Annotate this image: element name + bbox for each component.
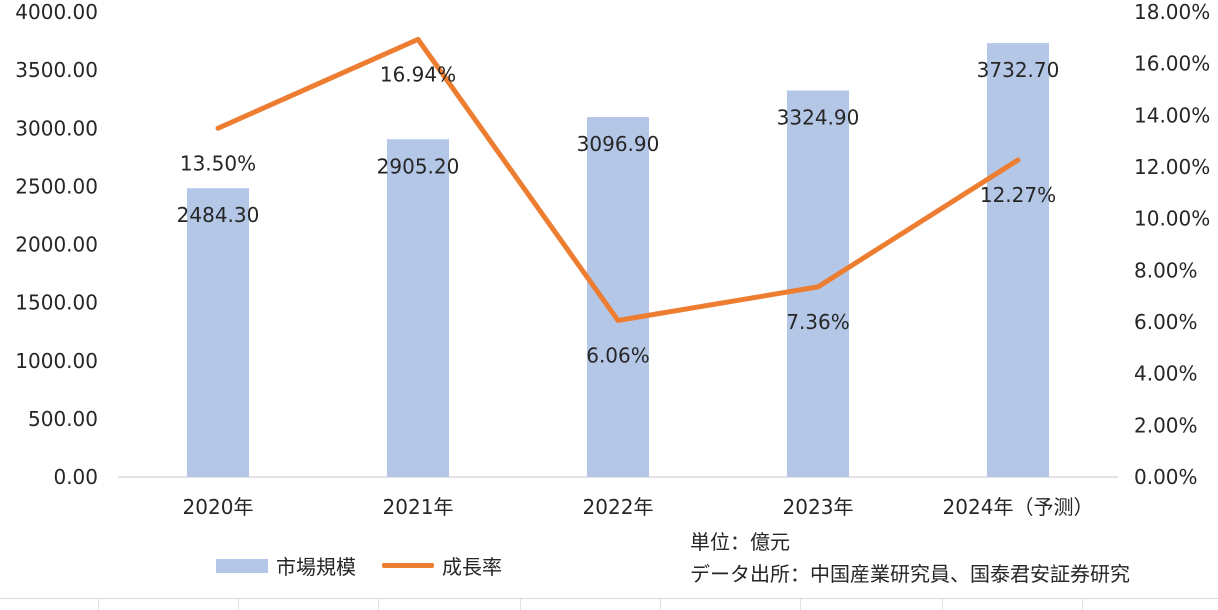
bar <box>587 116 649 477</box>
left-axis-tick-label: 2000.00 <box>15 233 98 257</box>
bar <box>787 90 849 477</box>
bar-data-labels: 2484.30 2905.20 3096.90 3324.90 3732.70 <box>177 58 1060 227</box>
bar <box>987 43 1049 478</box>
bar-data-label: 2484.30 <box>177 203 260 227</box>
left-axis-tick-label: 500.00 <box>28 407 98 431</box>
combo-chart: 0.00 500.00 1000.00 1500.00 2000.00 2500.00 30… <box>15 0 1210 519</box>
category-label: 2023年 <box>783 495 854 519</box>
bar-data-label: 2905.20 <box>377 154 460 178</box>
growth-rate-line <box>215 36 1021 323</box>
left-axis-tick-label: 3000.00 <box>15 116 98 140</box>
bar <box>387 139 449 477</box>
left-axis-tick-label: 3500.00 <box>15 58 98 82</box>
right-axis-tick-label: 6.00% <box>1134 310 1198 334</box>
left-axis-tick-label: 1500.00 <box>15 291 98 315</box>
category-label: 2021年 <box>383 495 454 519</box>
line-series <box>215 36 1021 323</box>
right-axis-tick-label: 8.00% <box>1134 258 1198 282</box>
category-label: 2024年（予测） <box>943 495 1094 519</box>
left-axis-tick-label: 0.00 <box>53 465 98 489</box>
category-labels: 2020年 2021年 2022年 2023年 2024年（予测） <box>183 495 1094 519</box>
bar-data-label: 3096.90 <box>577 132 660 156</box>
right-axis-tick-label: 14.00% <box>1134 103 1210 127</box>
right-axis-tick-label: 16.00% <box>1134 52 1210 76</box>
bar <box>187 188 249 477</box>
bar-data-label: 3732.70 <box>977 58 1060 82</box>
bottom-divider <box>0 598 1218 610</box>
legend: 市場規模 成長率 <box>216 551 528 580</box>
line-data-label: 13.50% <box>180 151 256 175</box>
legend-bar-swatch <box>216 558 268 573</box>
left-axis-tick-label: 1000.00 <box>15 349 98 373</box>
legend-item-growth-rate: 成長率 <box>382 551 502 580</box>
right-axis-tick-label: 10.00% <box>1134 207 1210 231</box>
line-data-label: 16.94% <box>380 62 456 86</box>
left-axis: 0.00 500.00 1000.00 1500.00 2000.00 2500.00 30… <box>15 0 98 489</box>
category-label: 2022年 <box>583 495 654 519</box>
legend-item-market-size: 市場規模 <box>216 551 356 580</box>
right-axis-tick-label: 2.00% <box>1134 413 1198 437</box>
right-axis-tick-label: 18.00% <box>1134 0 1210 24</box>
line-data-label: 12.27% <box>980 183 1056 207</box>
unit-note: 単位：億元 <box>690 530 790 554</box>
left-axis-tick-label: 4000.00 <box>15 0 98 24</box>
right-axis: 0.00% 2.00% 4.00% 6.00% 8.00% 10.00% 12.00% 14.… <box>1134 0 1210 489</box>
line-data-label: 6.06% <box>586 343 650 367</box>
bar-series <box>187 43 1049 478</box>
legend-label-growth-rate: 成長率 <box>442 555 502 579</box>
line-data-label: 7.36% <box>786 310 850 334</box>
right-axis-tick-label: 12.00% <box>1134 155 1210 179</box>
category-label: 2020年 <box>183 495 254 519</box>
right-axis-tick-label: 0.00% <box>1134 465 1198 489</box>
bar-data-label: 3324.90 <box>777 105 860 129</box>
source-note: データ出所：中国産業研究員、国泰君安証券研究 <box>690 562 1130 586</box>
line-data-labels: 13.50% 16.94% 6.06% 7.36% 12.27% <box>180 62 1056 367</box>
legend-line-swatch <box>382 563 434 568</box>
left-axis-tick-label: 2500.00 <box>15 174 98 198</box>
right-axis-tick-label: 4.00% <box>1134 362 1198 386</box>
legend-label-market-size: 市場規模 <box>276 555 356 579</box>
